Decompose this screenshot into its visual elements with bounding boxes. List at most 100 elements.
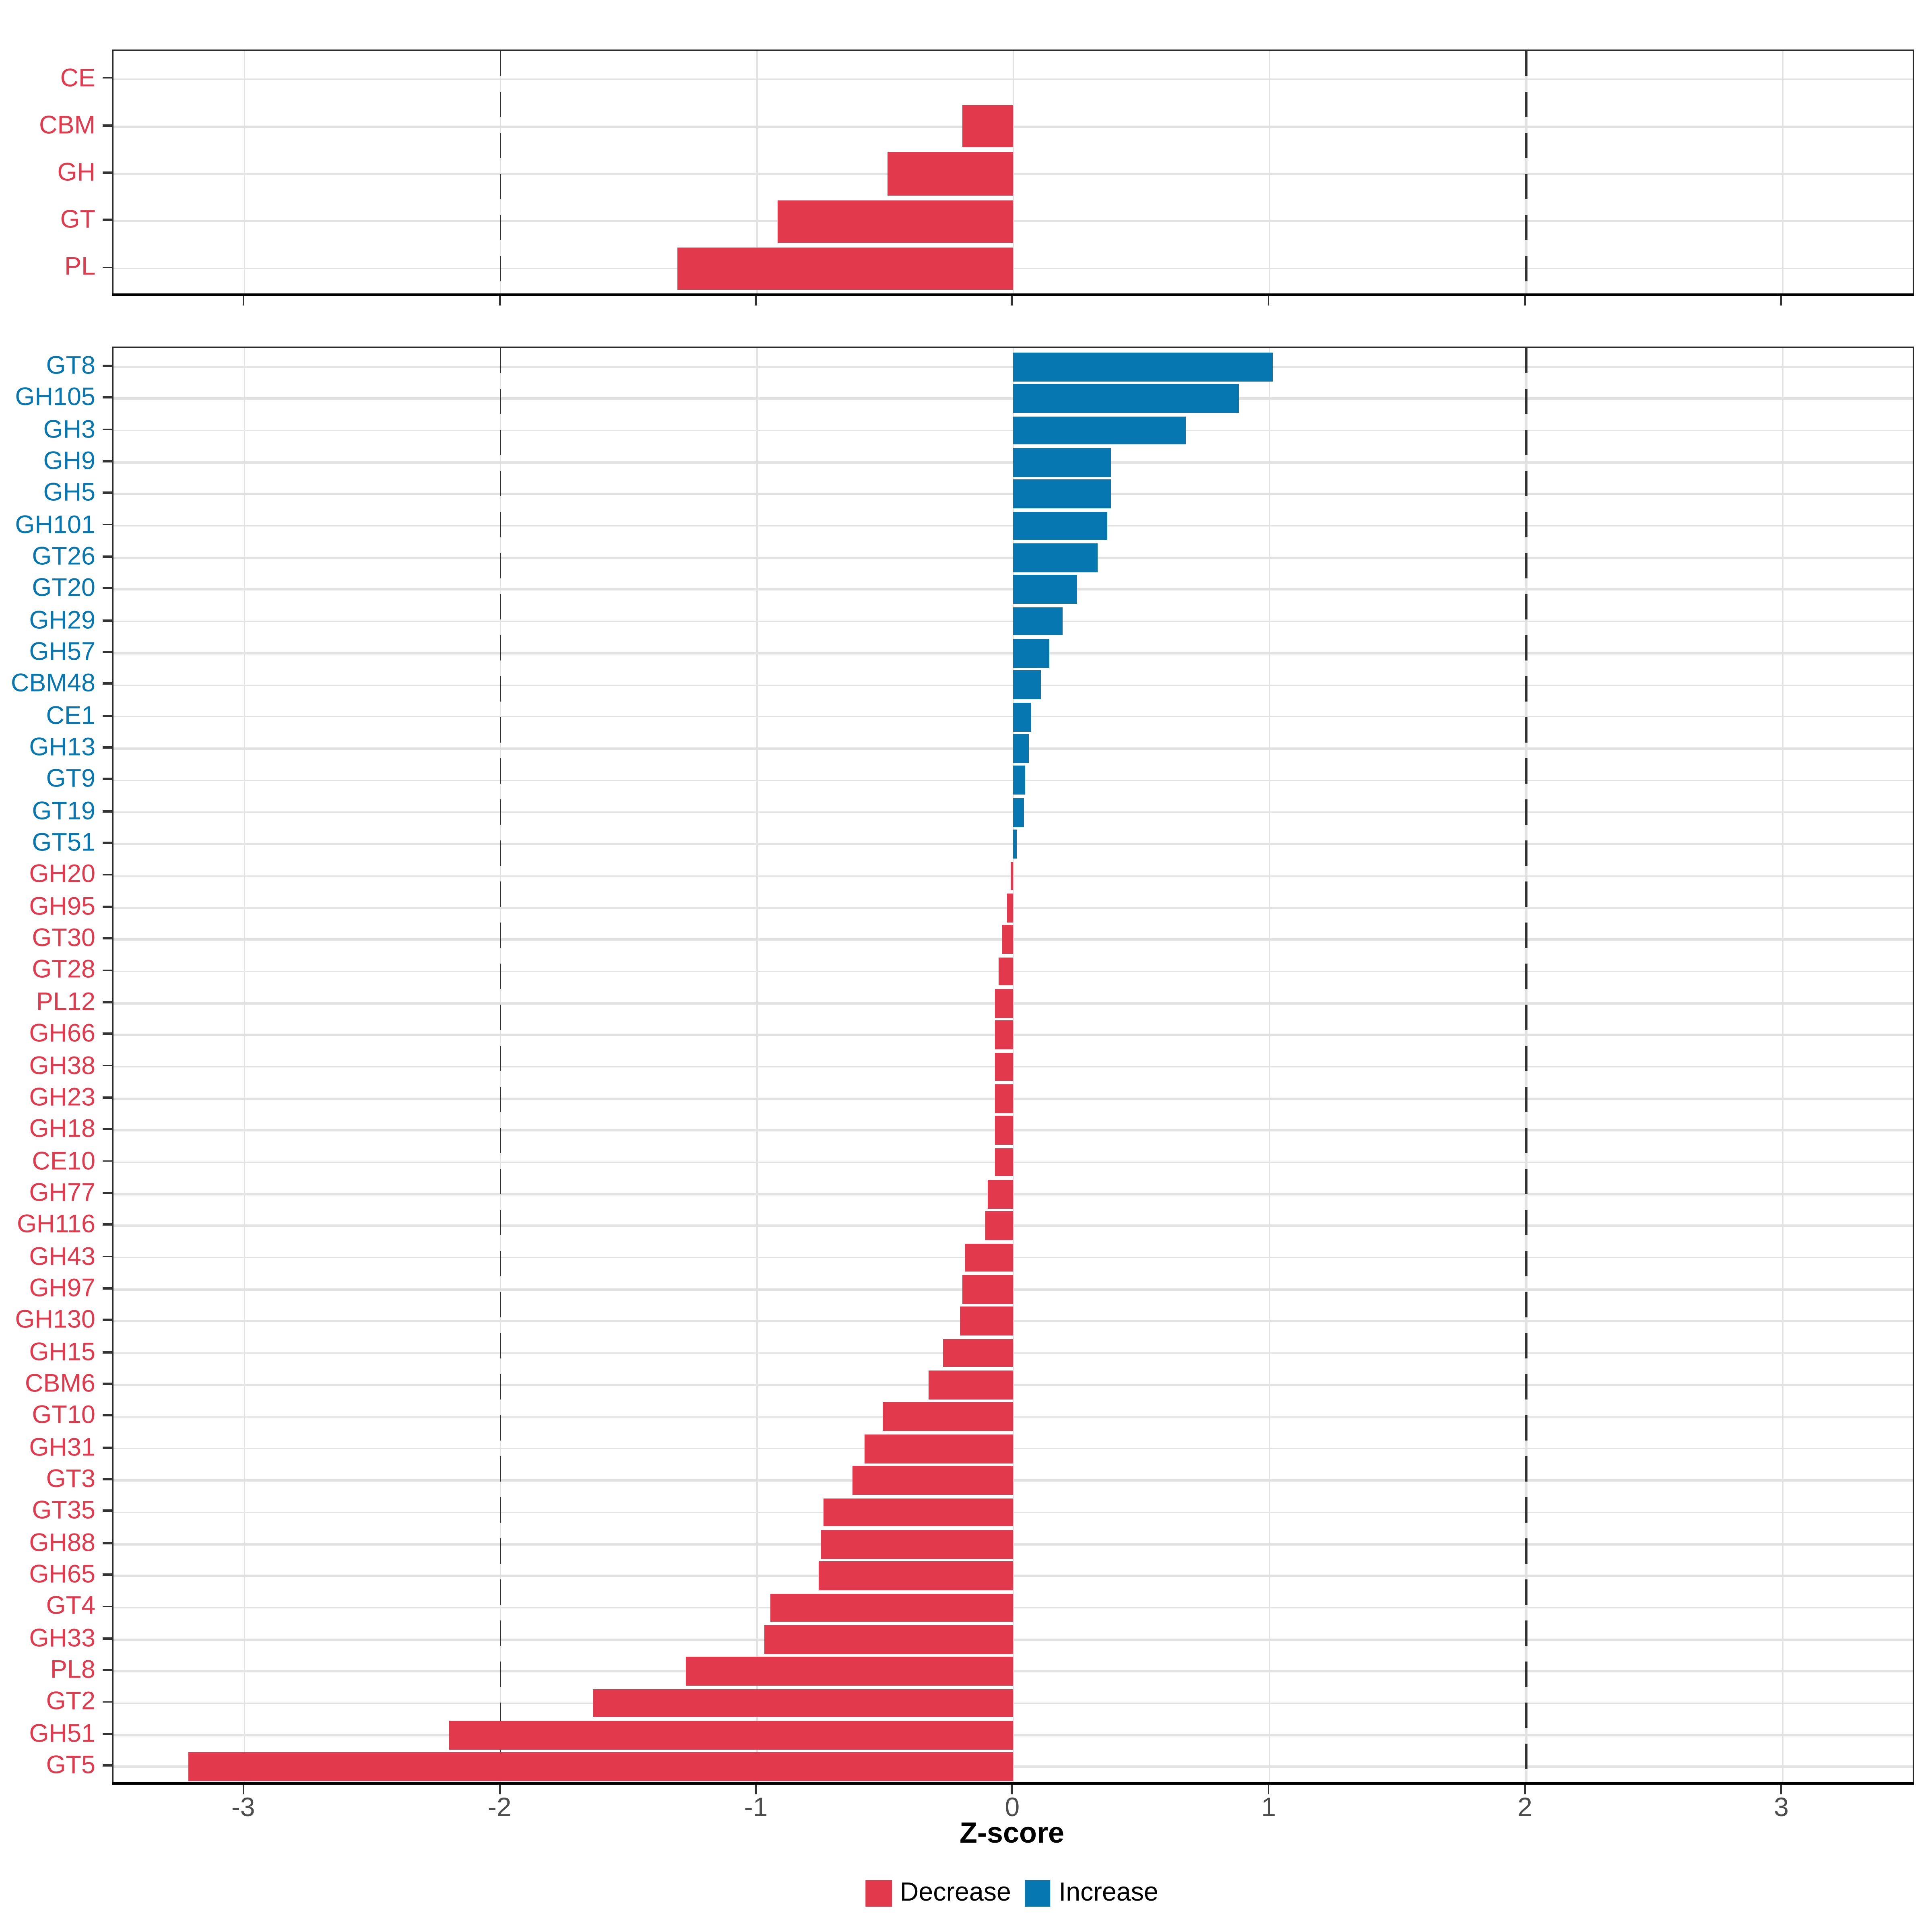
category-tick	[103, 1605, 112, 1608]
gridline-x-1	[1269, 51, 1271, 295]
x-tick-label-3: 3	[1774, 1792, 1789, 1822]
category-label-GH105: GH105	[15, 383, 95, 411]
category-tick	[103, 714, 112, 717]
category-label-GH31: GH31	[29, 1433, 95, 1461]
category-label-PL12: PL12	[36, 988, 95, 1016]
bar-PL	[677, 247, 1013, 290]
axis-line	[112, 1782, 1914, 1785]
category-label-GH38: GH38	[29, 1052, 95, 1080]
bar-GH23	[995, 1084, 1013, 1113]
category-tick	[103, 428, 112, 431]
x-tick--1	[755, 1785, 757, 1794]
bar-CBM	[962, 105, 1013, 148]
category-label-GT19: GT19	[32, 797, 95, 825]
bar-GT20	[1013, 575, 1078, 604]
category-label-GT51: GT51	[32, 829, 95, 857]
bar-CBM6	[929, 1371, 1013, 1399]
bar-GH57	[1013, 639, 1050, 668]
category-label-GH51: GH51	[29, 1719, 95, 1748]
bar-GH13	[1013, 734, 1028, 763]
category-tick	[103, 1701, 112, 1703]
category-label-GH20: GH20	[29, 861, 95, 889]
gridline-y	[114, 557, 1913, 559]
category-label-CBM6: CBM6	[25, 1370, 95, 1398]
bar-GT28	[998, 957, 1013, 986]
bar-GH116	[986, 1212, 1013, 1241]
gridline-y	[114, 429, 1913, 431]
category-tick	[103, 1764, 112, 1767]
category-label-GT9: GT9	[46, 765, 95, 793]
category-label-GH101: GH101	[15, 511, 95, 539]
category-label-GT4: GT4	[46, 1592, 95, 1620]
category-label-GT20: GT20	[32, 574, 95, 603]
bar-GH130	[960, 1307, 1013, 1336]
category-label-PL: PL	[64, 253, 95, 281]
category-tick	[103, 1032, 112, 1035]
category-tick	[103, 523, 112, 526]
legend-item-decrease: Decrease	[865, 1878, 1011, 1907]
bar-GH15	[943, 1339, 1013, 1368]
x-axis-title: Z-score	[959, 1817, 1065, 1850]
legend-label-decrease: Decrease	[900, 1878, 1011, 1907]
gridline-x-0	[1012, 348, 1014, 1783]
bar-GT51	[1013, 830, 1017, 859]
category-label-CBM: CBM	[39, 111, 95, 139]
category-label-GH3: GH3	[43, 415, 95, 443]
category-label-GH33: GH33	[29, 1624, 95, 1652]
category-tick	[103, 1732, 112, 1735]
legend-label-increase: Increase	[1059, 1878, 1158, 1907]
category-tick	[103, 969, 112, 972]
category-tick	[103, 1160, 112, 1162]
bar-GT2	[593, 1688, 1013, 1717]
category-tick	[103, 683, 112, 685]
x-tick-label-0: 0	[1005, 1792, 1020, 1822]
category-tick	[103, 396, 112, 399]
bar-GH97	[962, 1275, 1013, 1304]
category-label-GH57: GH57	[29, 638, 95, 666]
gridline-y	[114, 588, 1913, 591]
category-tick	[103, 810, 112, 812]
x-tick-2	[1524, 296, 1526, 305]
x-tick-0	[1011, 1785, 1013, 1794]
bar-GH	[888, 153, 1013, 195]
increase-swatch-icon	[1024, 1880, 1051, 1906]
category-label-GT5: GT5	[46, 1752, 95, 1780]
dashed-refline--2	[500, 348, 502, 1783]
bar-CE10	[995, 1148, 1013, 1177]
category-tick	[103, 171, 112, 174]
x-tick--1	[755, 296, 757, 305]
gridline-y	[114, 716, 1913, 718]
category-tick	[103, 1542, 112, 1544]
x-tick-1	[1267, 296, 1270, 305]
bar-GT30	[1002, 925, 1013, 954]
category-tick	[103, 1096, 112, 1099]
bar-GH5	[1013, 480, 1111, 509]
x-tick-label--2: -2	[487, 1792, 512, 1822]
category-tick	[103, 1446, 112, 1449]
gridline-y	[114, 652, 1913, 654]
category-tick	[103, 1478, 112, 1480]
category-tick	[103, 555, 112, 558]
category-tick	[103, 619, 112, 621]
bar-GT10	[883, 1402, 1013, 1431]
category-tick	[103, 587, 112, 590]
category-label-GH: GH	[57, 159, 96, 187]
category-tick	[103, 1414, 112, 1417]
category-label-CE1: CE1	[46, 702, 95, 730]
bar-GH33	[765, 1625, 1013, 1654]
dashed-refline-2	[1525, 51, 1527, 295]
bar-GT3	[852, 1466, 1013, 1495]
bar-GH95	[1007, 893, 1013, 922]
bar-GT9	[1013, 766, 1025, 795]
x-tick-label-1: 1	[1261, 1792, 1276, 1822]
bar-GH101	[1013, 512, 1107, 541]
gridline-x-3	[1781, 348, 1783, 1783]
category-tick	[103, 460, 112, 462]
category-tick	[103, 76, 112, 79]
bar-CE1	[1013, 702, 1032, 731]
x-tick-label-2: 2	[1517, 1792, 1533, 1822]
category-tick	[103, 1128, 112, 1131]
bar-GH38	[995, 1052, 1013, 1082]
category-tick	[103, 1383, 112, 1385]
